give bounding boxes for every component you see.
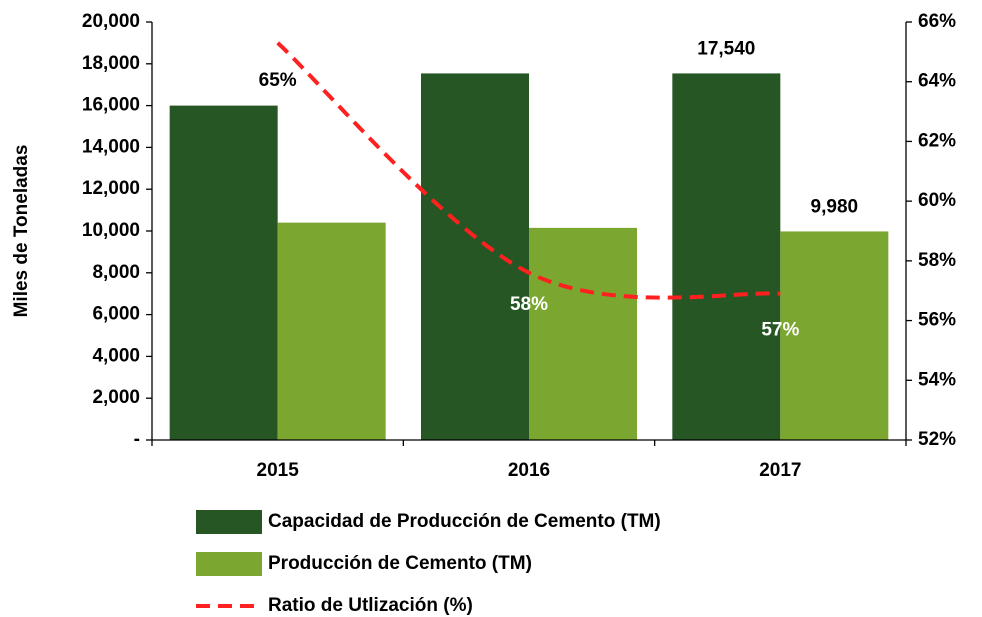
bar (421, 73, 529, 440)
bar (780, 231, 889, 440)
y-tick-label: 12,000 (82, 178, 140, 199)
y-tick-label: 8,000 (92, 262, 140, 283)
y2-tick-label: 60% (918, 190, 956, 211)
y-tick-label: 4,000 (92, 345, 140, 366)
legend-label: Producción de Cemento (TM) (268, 553, 532, 574)
ratio-label: 58% (510, 294, 548, 315)
data-label: 17,540 (697, 38, 755, 59)
legend-label: Capacidad de Producción de Cemento (TM) (268, 511, 661, 532)
y-tick-label: 2,000 (92, 387, 140, 408)
ratio-label: 57% (761, 320, 799, 341)
legend-label: Ratio de Utlización (%) (268, 595, 473, 616)
y2-tick-label: 64% (918, 71, 956, 92)
y2-tick-label: 62% (918, 130, 956, 151)
y2-tick-label: 54% (918, 369, 956, 390)
bar (529, 227, 637, 440)
y2-tick-label: 58% (918, 250, 956, 271)
legend-swatch (196, 510, 262, 534)
y-tick-label: 20,000 (82, 11, 140, 32)
y2-tick-label: 56% (918, 310, 956, 331)
y-tick-label: 14,000 (82, 136, 140, 157)
ratio-line (276, 41, 781, 300)
x-tick-label: 2016 (508, 460, 550, 481)
ratio-label: 65% (259, 70, 297, 91)
x-tick-label: 2017 (759, 460, 801, 481)
y-tick-label: 10,000 (82, 220, 140, 241)
data-label: 9,980 (811, 196, 859, 217)
legend-swatch (196, 552, 262, 576)
y2-tick-label: 66% (918, 11, 956, 32)
bar (277, 222, 386, 440)
y-tick-label: 6,000 (92, 304, 140, 325)
bar (169, 105, 278, 440)
y-axis-title: Miles de Toneladas (11, 145, 32, 318)
y-tick-label: - (134, 429, 140, 450)
bar (672, 73, 781, 440)
x-tick-label: 2015 (257, 460, 300, 481)
y-tick-label: 16,000 (82, 95, 140, 116)
y2-tick-label: 52% (918, 429, 956, 450)
y-tick-label: 18,000 (82, 53, 140, 74)
